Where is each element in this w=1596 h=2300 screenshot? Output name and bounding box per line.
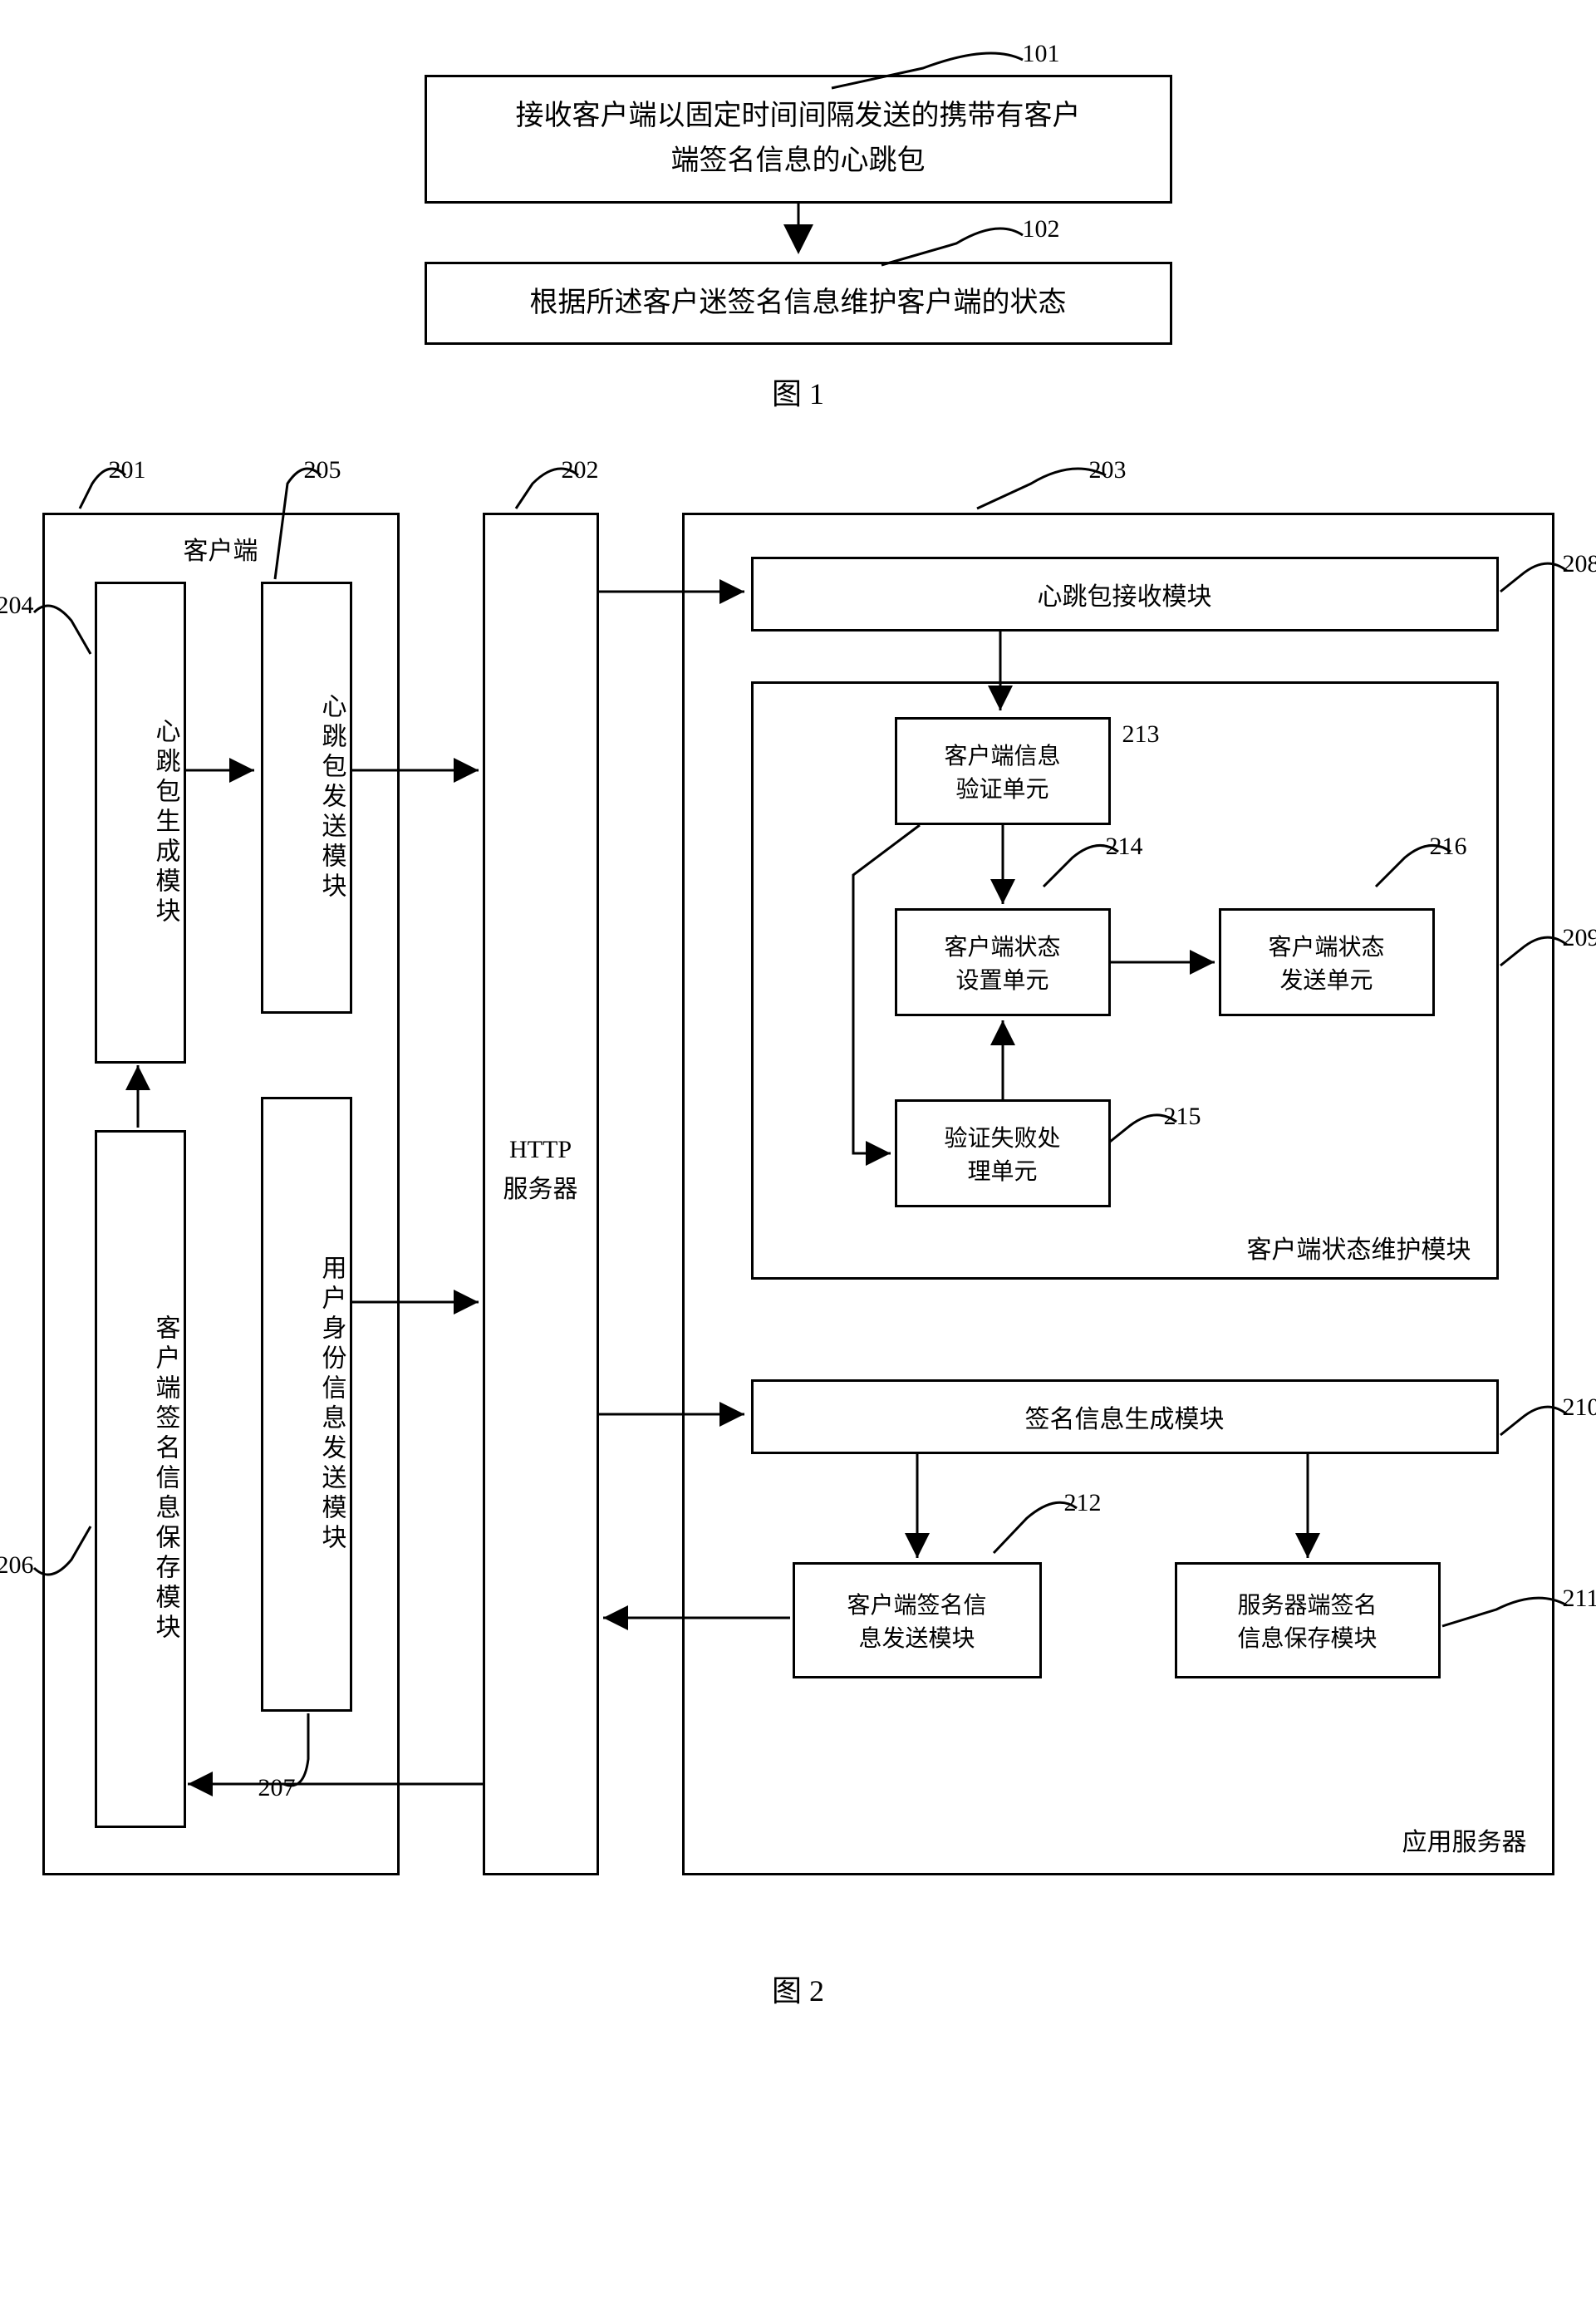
figure-2: 201 205 202 203 客户端 心跳包生成模块 心跳包发送模块 [26,463,1571,1942]
arrow-101-to-102 [425,204,1172,262]
step-101-text: 接收客户端以固定时间间隔发送的携带有客户 端签名信息的心跳包 [516,94,1081,184]
leader-101 [823,43,1039,93]
figure-1-caption: 图 1 [26,370,1571,413]
leader-102 [873,219,1039,272]
step-102-text: 根据所述客户迷签名信息维护客户端的状态 [530,281,1067,326]
cross-arrows [26,463,1571,1942]
step-102-box: 根据所述客户迷签名信息维护客户端的状态 [425,262,1172,345]
step-101-box: 接收客户端以固定时间间隔发送的携带有客户 端签名信息的心跳包 [425,75,1172,204]
figure-2-caption: 图 2 [26,1967,1571,2010]
figure-1: 101 接收客户端以固定时间间隔发送的携带有客户 端签名信息的心跳包 102 根… [341,75,1255,345]
